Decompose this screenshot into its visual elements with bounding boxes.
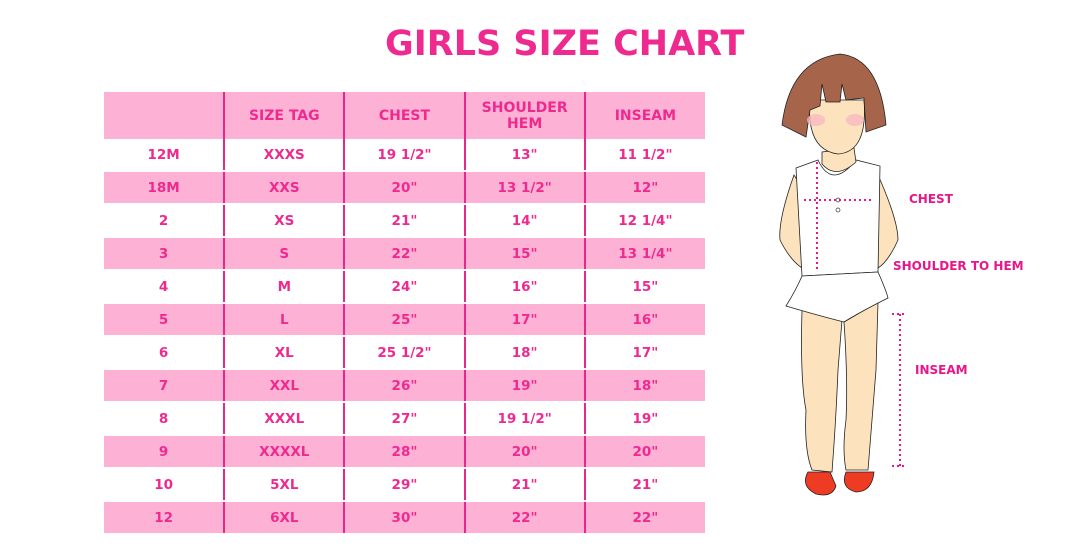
table-cell: 20" [583, 435, 705, 469]
table-cell: 5 [104, 303, 225, 337]
table-cell: XXXL [223, 402, 345, 436]
column-header: CHEST [343, 92, 465, 139]
inseam-label: INSEAM [915, 363, 968, 377]
table-cell: 19 1/2" [343, 139, 465, 172]
table-cell: 27" [343, 402, 465, 436]
column-header: SIZE TAG [223, 92, 345, 139]
table-row: 6 XL 25 1/2" 18" 17" [104, 336, 705, 370]
girl-illustration [779, 53, 906, 496]
table-cell: 30" [343, 501, 465, 535]
table-row: 12 6XL 30" 22" 22" [104, 501, 705, 535]
column-header: SHOULDER HEM [463, 92, 585, 139]
table-row: 10 5XL 29" 21" 21" [104, 468, 705, 502]
table-cell: S [223, 237, 345, 271]
table-cell: 8 [104, 402, 225, 436]
table-cell: 20" [343, 171, 465, 205]
table-header: SIZE TAG CHEST SHOULDER HEM INSEAM [104, 92, 705, 139]
column-header [104, 92, 225, 139]
table-cell: 14" [463, 204, 585, 238]
table-cell: 16" [463, 270, 585, 304]
table-cell: 22" [583, 501, 705, 535]
table-row: 5 L 25" 17" 16" [104, 303, 705, 337]
table-cell: 4 [104, 270, 225, 304]
table-cell: 29" [343, 468, 465, 502]
table-cell: 18" [463, 336, 585, 370]
table-cell: 10 [104, 468, 225, 502]
table-cell: 26" [343, 369, 465, 403]
table-cell: 15" [583, 270, 705, 304]
table-cell: 25" [343, 303, 465, 337]
table-cell: 7 [104, 369, 225, 403]
table-cell: 12 1/4" [583, 204, 705, 238]
table-cell: 24" [343, 270, 465, 304]
table-row: 12M XXXS 19 1/2" 13" 11 1/2" [104, 139, 705, 172]
table-row: 4 M 24" 16" 15" [104, 270, 705, 304]
table-cell: M [223, 270, 345, 304]
table-cell: 28" [343, 435, 465, 469]
table-cell: XXS [223, 171, 345, 205]
table-cell: XL [223, 336, 345, 370]
table-cell: 25 1/2" [343, 336, 465, 370]
table-cell: 19" [463, 369, 585, 403]
chest-label: CHEST [909, 192, 953, 206]
table-cell: 6XL [223, 501, 345, 535]
table-row: 7 XXL 26" 19" 18" [104, 369, 705, 403]
table-cell: 12" [583, 171, 705, 205]
table-cell: 17" [463, 303, 585, 337]
table-cell: 18M [104, 171, 225, 205]
table-cell: 18" [583, 369, 705, 403]
shoulder-to-hem-label: SHOULDER TO HEM [893, 259, 1024, 273]
table-cell: XS [223, 204, 345, 238]
table-cell: 6 [104, 336, 225, 370]
table-cell: 16" [583, 303, 705, 337]
table-cell: 15" [463, 237, 585, 271]
table-cell: 12M [104, 139, 225, 172]
table-cell: 22" [343, 237, 465, 271]
table-cell: 20" [463, 435, 585, 469]
table-cell: 5XL [223, 468, 345, 502]
table-cell: 13" [463, 139, 585, 172]
table-cell: 11 1/2" [583, 139, 705, 172]
table-cell: 17" [583, 336, 705, 370]
table-row: 8 XXXL 27" 19 1/2" 19" [104, 402, 705, 436]
table-cell: 19 1/2" [463, 402, 585, 436]
table-cell: 13 1/4" [583, 237, 705, 271]
table-cell: 19" [583, 402, 705, 436]
size-table: SIZE TAG CHEST SHOULDER HEM INSEAM 12M XXXS 1… [104, 92, 705, 535]
table-cell: L [223, 303, 345, 337]
table-cell: 13 1/2" [463, 171, 585, 205]
table-cell: 21" [463, 468, 585, 502]
table-row: 3 S 22" 15" 13 1/4" [104, 237, 705, 271]
page-title: GIRLS SIZE CHART [385, 24, 745, 64]
table-cell: 22" [463, 501, 585, 535]
table-cell: 3 [104, 237, 225, 271]
table-row: 2 XS 21" 14" 12 1/4" [104, 204, 705, 238]
table-cell: XXXS [223, 139, 345, 172]
table-cell: 21" [343, 204, 465, 238]
table-row: 9 XXXXL 28" 20" 20" [104, 435, 705, 469]
column-header: INSEAM [583, 92, 705, 139]
table-cell: 2 [104, 204, 225, 238]
table-cell: XXL [223, 369, 345, 403]
table-row: 18M XXS 20" 13 1/2" 12" [104, 171, 705, 205]
table-cell: 21" [583, 468, 705, 502]
table-cell: 12 [104, 501, 225, 535]
table-cell: XXXXL [223, 435, 345, 469]
table-cell: 9 [104, 435, 225, 469]
